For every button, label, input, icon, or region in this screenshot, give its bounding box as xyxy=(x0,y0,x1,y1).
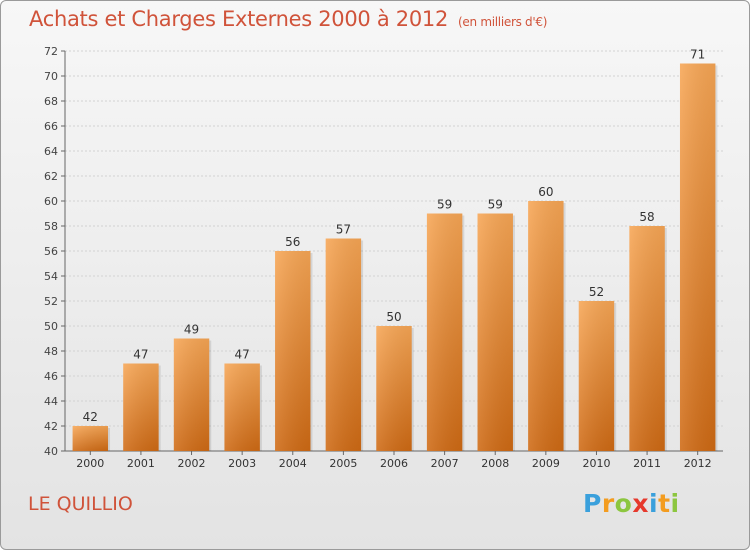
data-label: 47 xyxy=(133,348,148,362)
bars xyxy=(72,63,718,451)
bar-shading xyxy=(123,363,159,451)
data-label: 57 xyxy=(336,223,351,237)
x-tick-label: 2006 xyxy=(380,457,408,470)
data-label: 58 xyxy=(639,210,654,224)
x-tick-label: 2001 xyxy=(127,457,155,470)
y-tick-label: 58 xyxy=(44,220,58,233)
x-tick-label: 2012 xyxy=(684,457,712,470)
x-tick-label: 2003 xyxy=(228,457,256,470)
commune-name: LE QUILLIO xyxy=(28,493,133,515)
logo-letter: x xyxy=(632,489,649,518)
x-tick-label: 2009 xyxy=(532,457,560,470)
bar-shading xyxy=(275,251,311,451)
data-label: 42 xyxy=(83,410,98,424)
data-label: 49 xyxy=(184,323,199,337)
x-tick-label: 2000 xyxy=(76,457,104,470)
bar-shading xyxy=(477,213,513,451)
bar-shading xyxy=(325,238,362,451)
logo-letter: P xyxy=(583,489,602,518)
y-tick-label: 70 xyxy=(44,70,58,83)
data-label: 56 xyxy=(285,235,300,249)
logo-letter: i xyxy=(670,489,680,518)
data-label: 52 xyxy=(589,285,604,299)
bar-shading xyxy=(376,326,412,451)
chart-title: Achats et Charges Externes 2000 à 2012 (e… xyxy=(29,7,547,31)
bar-shading xyxy=(426,213,463,451)
bar-shading xyxy=(224,363,260,451)
chart-subtitle: (en milliers d'€) xyxy=(458,15,548,29)
y-tick-label: 72 xyxy=(44,45,58,58)
logo-letter: t xyxy=(658,489,671,518)
logo-letter: o xyxy=(614,489,633,518)
data-label: 50 xyxy=(386,310,401,324)
y-tick-label: 54 xyxy=(44,270,58,283)
y-tick-label: 64 xyxy=(44,145,58,158)
y-tick-label: 52 xyxy=(44,295,58,308)
y-tick-label: 40 xyxy=(44,445,58,458)
bar-shading xyxy=(629,226,665,451)
x-tick-label: 2011 xyxy=(633,457,661,470)
bar-shading xyxy=(528,201,564,451)
logo-letter: i xyxy=(649,489,659,518)
x-tick-label: 2008 xyxy=(481,457,509,470)
bar-shading xyxy=(679,63,716,451)
y-tick-label: 60 xyxy=(44,195,58,208)
y-tick-label: 62 xyxy=(44,170,58,183)
x-tick-label: 2007 xyxy=(431,457,459,470)
y-tick-label: 44 xyxy=(44,395,58,408)
y-tick-label: 48 xyxy=(44,345,58,358)
x-tick-label: 2002 xyxy=(178,457,206,470)
bar-shading xyxy=(578,301,615,451)
y-tick-label: 50 xyxy=(44,320,58,333)
y-tick-label: 56 xyxy=(44,245,58,258)
y-tick-label: 68 xyxy=(44,95,58,108)
data-label: 71 xyxy=(690,48,705,62)
data-labels: 42 47 49 47 56 57 50 59 59 60 52 58 71 xyxy=(83,48,706,425)
data-label: 59 xyxy=(488,198,503,212)
proxiti-logo: Proxiti xyxy=(583,489,680,518)
y-tick-label: 46 xyxy=(44,370,58,383)
y-tick-label: 42 xyxy=(44,420,58,433)
bar-shading xyxy=(72,426,109,451)
x-tick-label: 2005 xyxy=(329,457,357,470)
data-label: 47 xyxy=(235,348,250,362)
data-label: 60 xyxy=(538,185,553,199)
x-tick-label: 2010 xyxy=(582,457,610,470)
x-tick-label: 2004 xyxy=(279,457,307,470)
bar-shading xyxy=(173,338,210,451)
logo-letter: r xyxy=(601,489,615,518)
chart-title-text: Achats et Charges Externes 2000 à 2012 xyxy=(29,7,449,31)
y-tick-label: 66 xyxy=(44,120,58,133)
data-label: 59 xyxy=(437,198,452,212)
